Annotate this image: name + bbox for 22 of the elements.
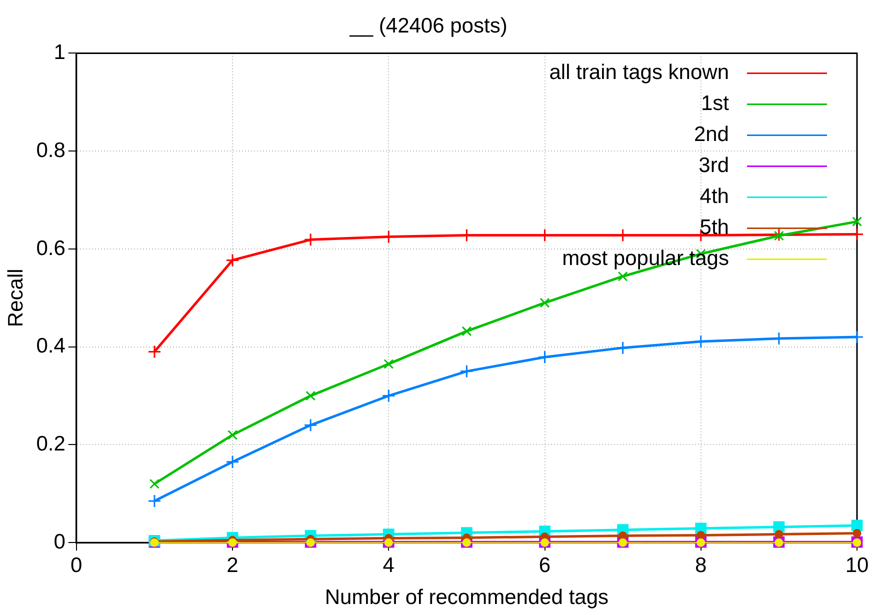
y-tick-label: 0.2 [36, 432, 66, 456]
legend-label: all train tags known [549, 60, 729, 84]
y-tick-label: 0 [54, 530, 66, 554]
y-tick-label: 0.6 [36, 236, 66, 260]
y-tick-label: 0.4 [36, 334, 66, 358]
legend-label: 2nd [694, 122, 729, 146]
x-tick-label: 6 [538, 554, 551, 577]
y-tick-label: 0.8 [36, 138, 66, 162]
legend-label: 5th [700, 216, 729, 239]
legend-label: 3rd [698, 154, 729, 177]
y-axis-title: Recall [4, 268, 28, 328]
x-tick-label: 8 [695, 554, 707, 577]
x-axis-title: Number of recommended tags [324, 586, 609, 610]
y-tick-label: 1 [54, 40, 66, 64]
chart-title: __ (42406 posts) [348, 14, 508, 38]
legend-label: most popular tags [562, 246, 729, 270]
legend-label: 4th [700, 184, 729, 208]
x-tick-label: 10 [845, 554, 869, 577]
x-tick-label: 0 [70, 554, 82, 577]
x-tick-label: 4 [382, 554, 395, 577]
legend-label: 1st [700, 92, 730, 115]
x-tick-label: 2 [226, 554, 238, 577]
